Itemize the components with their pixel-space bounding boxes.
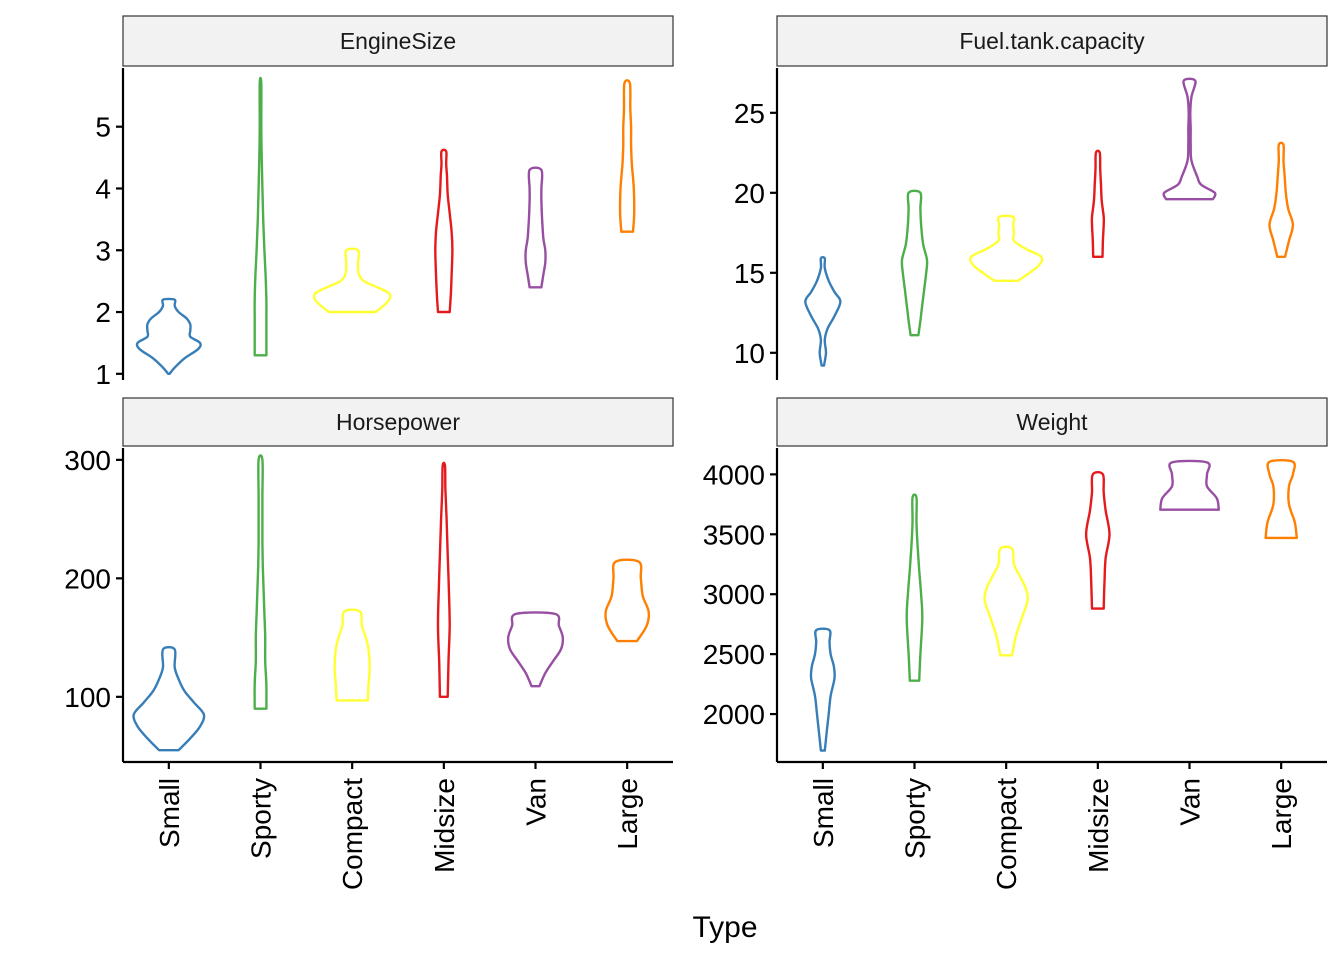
y-tick-label: 3500 — [703, 519, 765, 550]
violin-weight-compact — [983, 545, 1029, 657]
y-tick-label: 25 — [734, 98, 765, 129]
x-tick-label-sporty: Sporty — [900, 778, 931, 859]
violin-enginesize-large — [618, 79, 636, 233]
violin-weight-midsize — [1084, 470, 1111, 610]
facet-panel-fuel-tank-capacity: Fuel.tank.capacity 10 15 20 25 — [734, 15, 1328, 380]
violin-horsepower-sporty — [253, 454, 268, 710]
violin-fuel-tank-capacity-sporty — [900, 189, 929, 337]
facet-panel-weight: Weight 2000 2500 3000 3500 4000 Small Sporty Com… — [703, 397, 1328, 890]
violin-weight-small — [809, 627, 836, 752]
facet-strip — [122, 15, 674, 67]
x-tick-label-compact: Compact — [991, 778, 1022, 890]
violin-weight-large — [1264, 459, 1298, 540]
x-tick-label-sporty: Sporty — [246, 778, 277, 859]
facet-strip — [122, 397, 674, 447]
y-tick-label: 5 — [95, 112, 111, 143]
violin-horsepower-van — [506, 611, 565, 688]
y-tick-label: 15 — [734, 258, 765, 289]
y-tick-label: 3 — [95, 235, 111, 266]
x-tick-label-van: Van — [1175, 778, 1206, 826]
violin-enginesize-compact — [312, 247, 392, 314]
facet-strip-label: Fuel.tank.capacity — [959, 28, 1145, 54]
y-tick-label: 1 — [95, 359, 111, 390]
x-tick-label-large: Large — [612, 778, 643, 850]
violin-fuel-tank-capacity-small — [804, 256, 842, 367]
y-tick-label: 10 — [734, 338, 765, 369]
facet-strip — [776, 15, 1328, 67]
violin-weight-sporty — [905, 493, 924, 682]
violin-fuel-tank-capacity-van — [1162, 77, 1217, 201]
violin-horsepower-small — [132, 646, 206, 752]
facet-panel-enginesize: EngineSize 1 2 3 4 5 — [95, 15, 674, 390]
x-axis-title: Type — [692, 911, 757, 944]
facet-strip-label: Horsepower — [336, 409, 460, 435]
facet-panel-horsepower: Horsepower 100 200 300 Small Sporty Compact Mid… — [64, 397, 674, 890]
violin-enginesize-small — [135, 297, 202, 375]
violin-horsepower-midsize — [436, 461, 451, 698]
violin-weight-van — [1159, 459, 1220, 511]
facet-strip — [776, 397, 1328, 447]
y-tick-label: 200 — [64, 563, 111, 594]
y-tick-label: 4000 — [703, 459, 765, 490]
x-tick-label-small: Small — [808, 778, 839, 848]
facet-strip-label: Weight — [1016, 409, 1088, 435]
x-tick-label-midsize: Midsize — [1083, 778, 1114, 873]
violin-enginesize-van — [524, 166, 547, 289]
y-tick-label: 4 — [95, 173, 111, 204]
y-tick-label: 20 — [734, 178, 765, 209]
violin-fuel-tank-capacity-large — [1268, 141, 1295, 258]
violin-horsepower-large — [604, 558, 651, 643]
violin-horsepower-compact — [333, 608, 371, 702]
x-tick-label-van: Van — [521, 778, 552, 826]
y-tick-label: 2 — [95, 297, 111, 328]
x-tick-label-compact: Compact — [337, 778, 368, 890]
x-tick-label-large: Large — [1266, 778, 1297, 850]
violin-fuel-tank-capacity-compact — [968, 214, 1044, 282]
y-tick-label: 3000 — [703, 579, 765, 610]
y-tick-label: 2000 — [703, 699, 765, 730]
y-tick-label: 100 — [64, 682, 111, 713]
facet-strip-label: EngineSize — [340, 28, 456, 54]
violin-enginesize-sporty — [253, 76, 268, 357]
y-tick-label: 300 — [64, 445, 111, 476]
violin-fuel-tank-capacity-midsize — [1090, 149, 1106, 258]
y-tick-label: 2500 — [703, 639, 765, 670]
violin-enginesize-midsize — [434, 148, 454, 314]
x-tick-label-small: Small — [154, 778, 185, 848]
x-tick-label-midsize: Midsize — [429, 778, 460, 873]
